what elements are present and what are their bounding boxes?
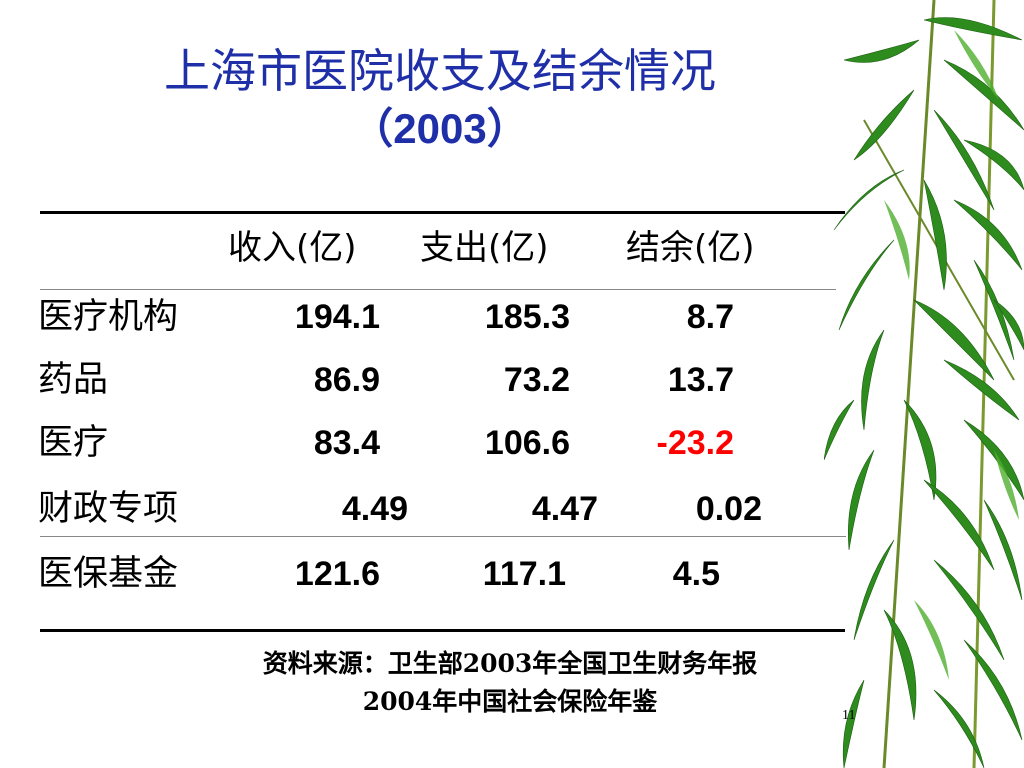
source-line1: 资料来源：卫生部2003年全国卫生财务年报 bbox=[262, 649, 758, 678]
balance-value: 8.7 bbox=[686, 298, 734, 336]
income-value: 83.4 bbox=[313, 424, 380, 462]
expense-value: 185.3 bbox=[484, 298, 570, 336]
row-label: 药品 bbox=[38, 360, 109, 400]
balance-value: 0.02 bbox=[695, 490, 762, 528]
page-number: 11 bbox=[842, 708, 856, 723]
header-divider bbox=[40, 289, 836, 290]
income-value: 4.49 bbox=[341, 490, 408, 528]
row-label: 医保基金 bbox=[38, 554, 179, 594]
income-value: 194.1 bbox=[294, 298, 380, 336]
row-label: 医疗 bbox=[38, 423, 109, 463]
source-line2: 2004年中国社会保险年鉴 bbox=[362, 687, 658, 716]
row-label: 财政专项 bbox=[38, 489, 179, 529]
expense-value: 73.2 bbox=[503, 361, 570, 399]
expense-value: 4.47 bbox=[531, 490, 598, 528]
row-label: 医疗机构 bbox=[38, 297, 179, 337]
balance-value-negative: -23.2 bbox=[656, 424, 735, 462]
title-line1: 上海市医院收支及结余情况 bbox=[164, 44, 716, 98]
income-value: 121.6 bbox=[294, 555, 380, 593]
balance-value: 13.7 bbox=[667, 361, 734, 399]
table-bottom-rule bbox=[40, 629, 845, 632]
header-income: 收入(亿) bbox=[228, 228, 357, 268]
balance-value: 4.5 bbox=[672, 555, 720, 593]
row-divider bbox=[40, 536, 846, 537]
income-value: 86.9 bbox=[313, 361, 380, 399]
source-note: 资料来源：卫生部2003年全国卫生财务年报 2004年中国社会保险年鉴 bbox=[150, 645, 870, 721]
bamboo-decoration bbox=[824, 0, 1024, 768]
table-top-rule bbox=[40, 211, 845, 214]
title-line2: （2003） bbox=[351, 105, 529, 152]
slide-title: 上海市医院收支及结余情况 （2003） bbox=[40, 42, 840, 158]
expense-value: 117.1 bbox=[482, 555, 566, 593]
expense-value: 106.6 bbox=[484, 424, 570, 462]
header-balance: 结余(亿) bbox=[626, 228, 755, 268]
header-expense: 支出(亿) bbox=[420, 228, 549, 268]
